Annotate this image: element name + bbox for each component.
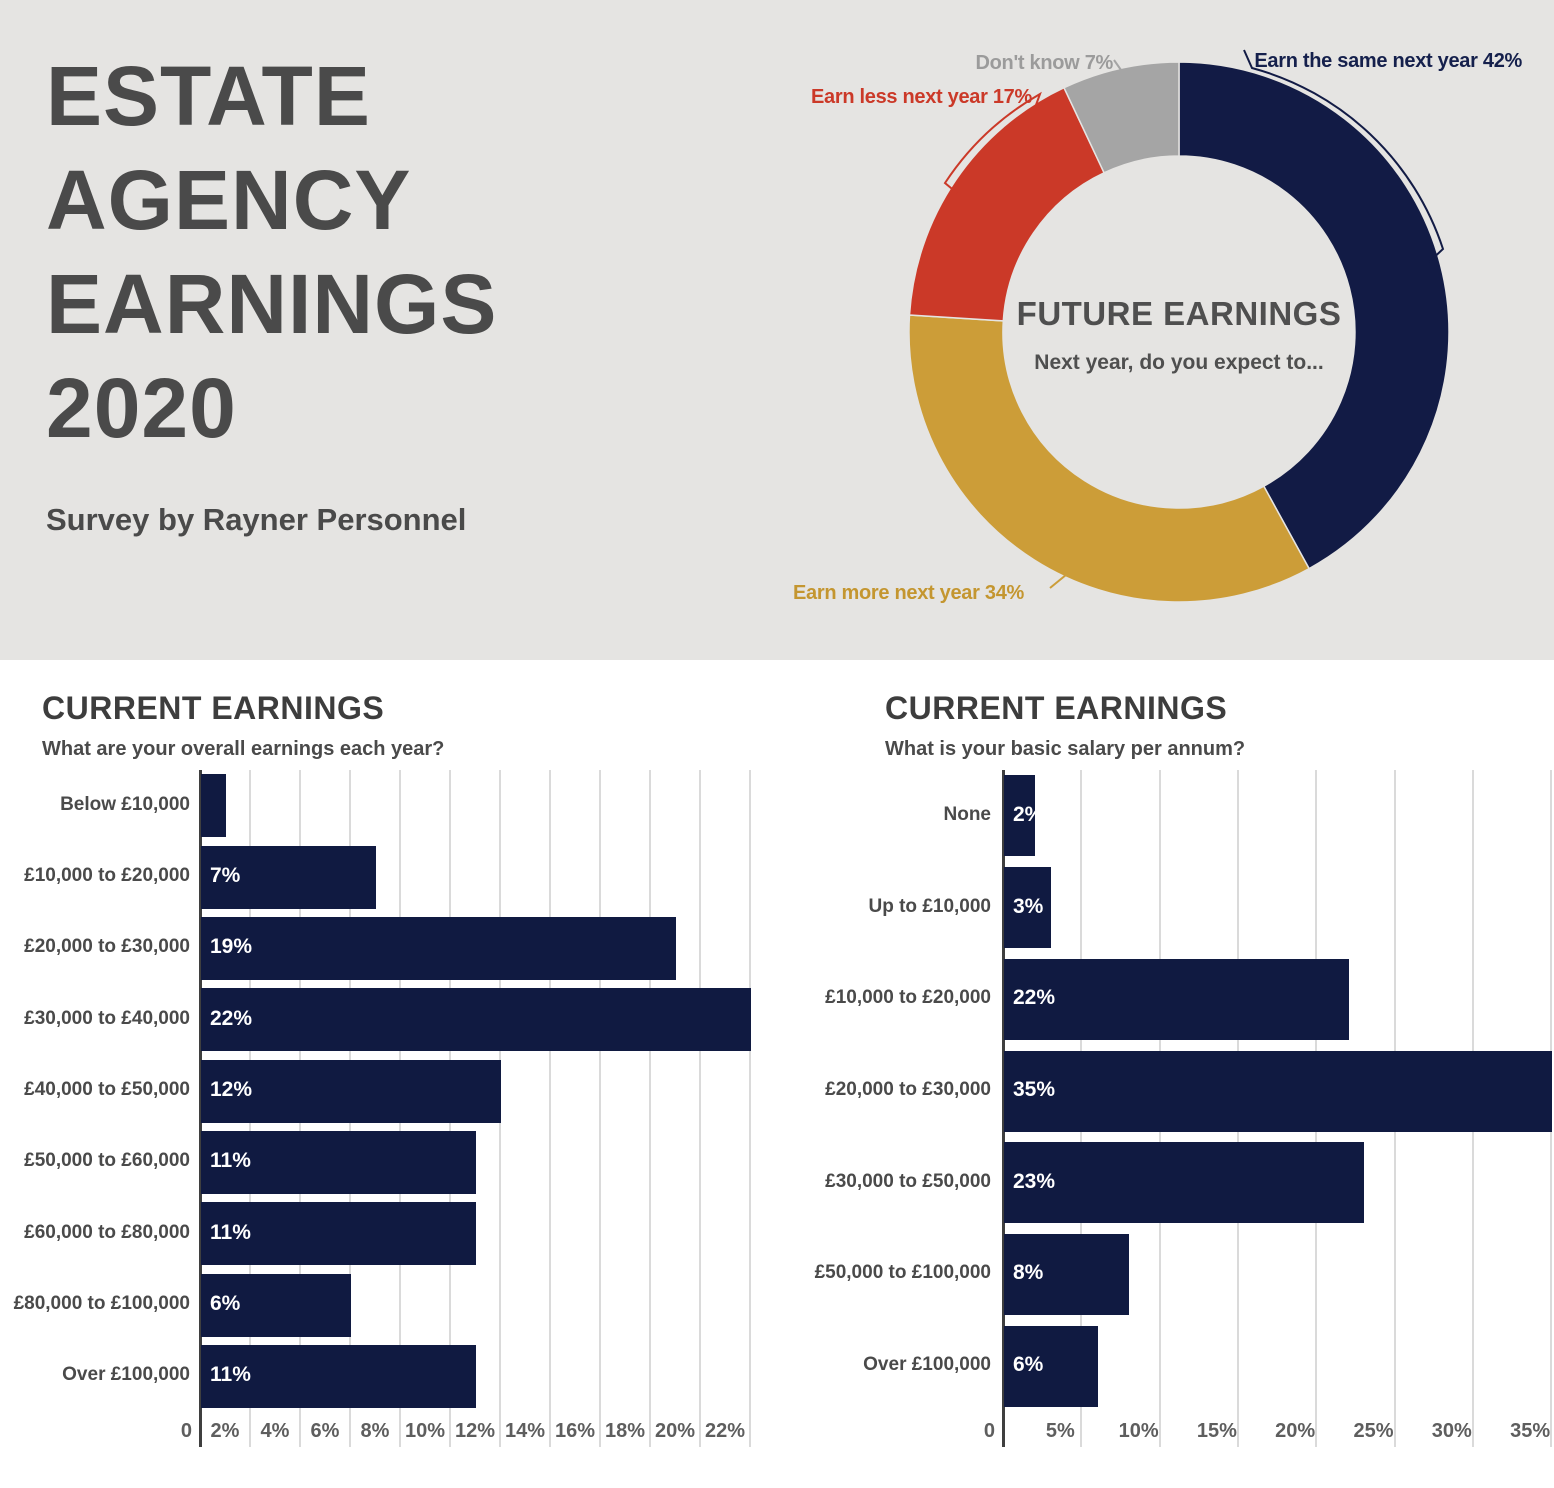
bar-over-100-000 [1004,1325,1098,1407]
category-label: £30,000 to £40,000 [24,1007,190,1029]
bar--30-000-to-40-000 [201,988,751,1052]
gridline [699,770,701,1447]
future-earnings-donut-chart [908,49,1450,603]
x-tick-label: 20% [1275,1420,1316,1442]
bar-value-label: 35% [1013,1078,1056,1101]
donut-center-text: FUTURE EARNINGS Next year, do you expect… [929,294,1429,376]
page-subtitle: Survey by Rayner Personnel [46,502,467,537]
donut-label-earn-more: Earn more next year 34% [793,582,1025,604]
bar-value-label: 6% [210,1292,241,1315]
donut-label-dont-know: Don't know 7% [975,52,1113,74]
left-chart-question: What are your overall earnings each year… [42,738,445,760]
bar-value-label: 12% [210,1078,253,1101]
right-chart-title: CURRENT EARNINGS [885,690,1228,726]
bar-value-label: 6% [1013,1353,1044,1377]
gridline [599,770,601,1447]
bar-value-label: 2% [1013,802,1044,826]
donut-slice-earn-less-next-year [908,86,1106,322]
bar-value-label: 8% [1013,1261,1044,1285]
left-chart-title: CURRENT EARNINGS [42,690,385,726]
bar-value-label: 11% [210,1363,251,1387]
bar-up-to-10-000 [1004,867,1051,949]
x-tick-label: 22% [704,1420,746,1442]
x-tick-label: 10% [404,1420,446,1442]
bar--10-000-to-20-000 [1004,958,1349,1040]
x-tick-label: 8% [360,1420,390,1442]
category-label: £60,000 to £80,000 [24,1221,190,1243]
x-tick-label: 18% [604,1420,646,1442]
bar--10-000-to-20-000 [201,845,376,909]
donut-callout-line [1243,49,1445,263]
x-tick-label: 35% [1510,1420,1551,1442]
donut-label-earn-same: Earn the same next year 42% [1254,50,1522,72]
bar-value-label: 3% [1013,894,1044,918]
bar-value-label: 7% [210,864,241,887]
x-tick-label: 6% [310,1420,340,1442]
donut-center-title: FUTURE EARNINGS [1016,295,1342,332]
x-tick-label: 25% [1353,1420,1394,1442]
bar--60-000-to-80-000 [201,1202,476,1266]
donut-callout-line [1113,59,1129,81]
category-label: £10,000 to £20,000 [825,987,991,1009]
bar--30-000-to-50-000 [1004,1142,1365,1224]
x-tick-label: 0 [180,1420,192,1442]
donut-slice-don-t-know [1063,61,1180,174]
category-label: Over £100,000 [62,1364,190,1386]
category-label: Below £10,000 [60,793,190,815]
donut-slice-earn-more-next-year [908,314,1311,603]
donut-callout-line [943,91,1042,194]
x-tick-label: 2% [210,1420,240,1442]
x-tick-label: 10% [1118,1420,1159,1442]
bar-over-100-000 [201,1344,476,1408]
category-label: £50,000 to £100,000 [814,1262,991,1284]
bar-value-label: 19% [210,935,253,959]
gridline [549,770,551,1447]
x-tick-label: 12% [454,1420,496,1442]
bar--50-000-to-60-000 [201,1130,476,1194]
bar-value-label: 23% [1013,1169,1056,1193]
category-label: Up to £10,000 [868,895,992,917]
bar-none [1004,775,1036,857]
bar--20-000-to-30-000 [201,916,676,980]
category-label: £30,000 to £50,000 [825,1170,991,1192]
gridline [649,770,651,1447]
x-tick-label: 16% [554,1420,596,1442]
bar-value-label: 11% [210,1149,251,1173]
x-tick-label: 14% [504,1420,546,1442]
category-label: £40,000 to £50,000 [24,1079,190,1100]
x-tick-label: 5% [1045,1420,1075,1442]
gridline [749,770,751,1447]
y-axis-line [199,770,202,1447]
donut-callout-line [1049,569,1073,589]
category-label: £10,000 to £20,000 [24,865,190,886]
category-label: £80,000 to £100,000 [13,1293,190,1314]
category-label: £20,000 to £30,000 [24,936,190,958]
right-chart-question: What is your basic salary per annum? [885,738,1246,760]
x-tick-label: 4% [260,1420,290,1442]
category-label: Over £100,000 [863,1354,991,1376]
bar-value-label: 22% [210,1006,253,1030]
donut-center-subtitle: Next year, do you expect to... [1034,351,1324,374]
category-label: £20,000 to £30,000 [825,1079,991,1100]
x-tick-label: 30% [1431,1420,1472,1442]
bar--80-000-to-100-000 [201,1273,351,1337]
x-tick-label: 20% [654,1420,696,1442]
y-axis-line [1002,770,1005,1447]
bar--50-000-to-100-000 [1004,1233,1130,1315]
category-label: None [943,803,992,825]
bar-value-label: 22% [1013,986,1056,1010]
bar-value-label: 11% [210,1220,251,1244]
x-tick-label: 0 [983,1420,995,1442]
donut-slice-earn-the-same-next-year [1178,61,1450,570]
hero-panel: ESTATE AGENCY EARNINGS 2020 Survey by Ra… [0,0,1554,660]
bar--20-000-to-30-000 [1004,1050,1553,1132]
bar-below-10-000 [201,774,226,838]
bar--40-000-to-50-000 [201,1059,501,1123]
page-title: ESTATE AGENCY EARNINGS 2020 [46,49,498,455]
x-tick-label: 15% [1196,1420,1237,1442]
category-label: £50,000 to £60,000 [24,1150,190,1172]
donut-label-earn-less: Earn less next year 17% [810,86,1032,108]
